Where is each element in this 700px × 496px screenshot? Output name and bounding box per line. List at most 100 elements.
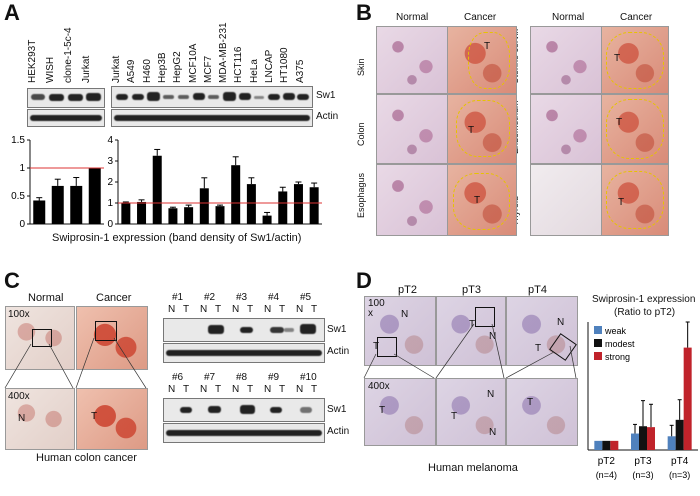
- nt-label: T: [311, 304, 318, 315]
- c-blot-top-actin: [163, 343, 325, 363]
- bar: [70, 185, 83, 224]
- bar: [33, 200, 46, 224]
- bar: [152, 155, 162, 224]
- blot-a-left-actin: [27, 109, 105, 127]
- b-col-cancer-right: Cancer: [620, 12, 653, 23]
- panel-label-c: C: [4, 268, 20, 293]
- nt-label: T: [311, 384, 318, 395]
- sample-label: #3: [236, 292, 248, 303]
- y-tick-label: 3: [107, 156, 113, 167]
- legend-swatch: [594, 326, 602, 334]
- b-skin-cancer: T: [447, 26, 517, 94]
- d-zoom-lines: [363, 323, 577, 379]
- bar: [667, 436, 676, 450]
- d-stage-pt4: pT4: [528, 284, 547, 296]
- c-label-actin-top: Actin: [327, 346, 350, 357]
- chart-a-right: 0 1 2 3 4: [107, 135, 322, 230]
- sample-label: #9: [268, 372, 280, 383]
- nt-label: N: [264, 304, 272, 315]
- c-cancer-100x: [76, 306, 148, 370]
- sample-label: #7: [204, 372, 216, 383]
- legend-label: modest: [605, 339, 635, 349]
- nt-label: T: [247, 384, 254, 395]
- sample-label: #8: [236, 372, 248, 383]
- bar: [215, 206, 225, 224]
- nt-label: T: [215, 384, 222, 395]
- bar: [199, 188, 209, 224]
- sample-label: #10: [300, 372, 317, 383]
- nt-label: N: [200, 304, 208, 315]
- x-tick-count: (n=3): [669, 470, 690, 480]
- bar: [594, 440, 603, 450]
- nt-label: T: [279, 384, 286, 395]
- bar: [184, 207, 194, 224]
- nt-label: N: [232, 304, 240, 315]
- bar: [231, 165, 241, 224]
- nt-label: N: [296, 384, 304, 395]
- c-blot-top-sw1: [163, 318, 325, 342]
- c-blot-bottom-sw1: [163, 398, 325, 422]
- nt-label: T: [183, 304, 190, 315]
- y-tick-label: 0: [107, 219, 113, 230]
- c-caption: Human colon cancer: [36, 452, 137, 464]
- d-caption: Human melanoma: [428, 462, 518, 474]
- panel-label-a: A: [4, 0, 20, 25]
- blot-a-left-sw1: [27, 88, 105, 108]
- sample-label: #6: [172, 372, 184, 383]
- b-col-normal-right: Normal: [552, 12, 585, 23]
- c-zoom-lines: [4, 337, 147, 389]
- bar: [88, 168, 101, 224]
- d-pt2-400x: 400x T: [364, 378, 436, 446]
- legend-swatch: [594, 339, 602, 347]
- legend-swatch: [594, 352, 602, 360]
- b-col-normal-left: Normal: [396, 12, 429, 23]
- bar: [309, 187, 319, 224]
- b-cervix-normal: [530, 26, 602, 94]
- bar: [168, 208, 178, 224]
- y-tick-label: 1: [19, 163, 25, 174]
- c-label-actin-bottom: Actin: [327, 426, 350, 437]
- d-stage-pt2: pT2: [398, 284, 417, 296]
- bar: [602, 440, 611, 450]
- nt-label: T: [247, 304, 254, 315]
- c-label-sw1-top: Sw1: [327, 324, 347, 335]
- b-cervix-cancer: T: [601, 26, 669, 94]
- b-thyroid-cancer: T: [601, 164, 669, 236]
- bar: [675, 419, 684, 450]
- y-tick-label: 0.5: [11, 191, 25, 202]
- b-colon-cancer: T: [447, 94, 517, 164]
- sample-label: #1: [172, 292, 184, 303]
- c-normal-400x: 400x N: [5, 388, 75, 450]
- b-skin-normal: [376, 26, 448, 94]
- c-blot-bottom-actin: [163, 423, 325, 443]
- bar: [246, 184, 256, 224]
- nt-label: N: [168, 384, 176, 395]
- chart-d: pT2 (n=4) pT3 (n=3) pT4 (n=3) weak modest strong: [587, 321, 698, 480]
- y-tick-label: 1: [107, 198, 113, 209]
- y-tick-label: 2: [107, 177, 113, 188]
- d-pt2-100x: 100 x N T: [364, 296, 436, 366]
- b-endometrium-normal: [530, 94, 602, 164]
- sample-label: #5: [300, 292, 312, 303]
- blot-label-sw1: Sw1: [316, 90, 336, 101]
- y-tick-label: 1.5: [11, 135, 25, 146]
- legend-label: strong: [605, 352, 630, 362]
- legend-label: weak: [604, 326, 627, 336]
- bar: [647, 427, 655, 450]
- c-normal-100x: 100x: [5, 306, 75, 370]
- d-stage-pt3: pT3: [462, 284, 481, 296]
- bar: [262, 215, 272, 224]
- x-tick-count: (n=3): [632, 470, 653, 480]
- sample-label: #2: [204, 292, 216, 303]
- bar: [683, 347, 692, 450]
- nt-label: T: [279, 304, 286, 315]
- x-tick-label: pT4: [671, 456, 689, 467]
- nt-label: N: [264, 384, 272, 395]
- nt-label: N: [296, 304, 304, 315]
- bar: [278, 191, 288, 224]
- x-tick-label: pT3: [634, 456, 652, 467]
- b-endometrium-cancer: T: [601, 94, 669, 164]
- y-tick-label: 4: [107, 135, 113, 146]
- d-chart-subtitle: (Ratio to pT2): [614, 307, 676, 318]
- d-pt3-400x: N T N: [436, 378, 506, 446]
